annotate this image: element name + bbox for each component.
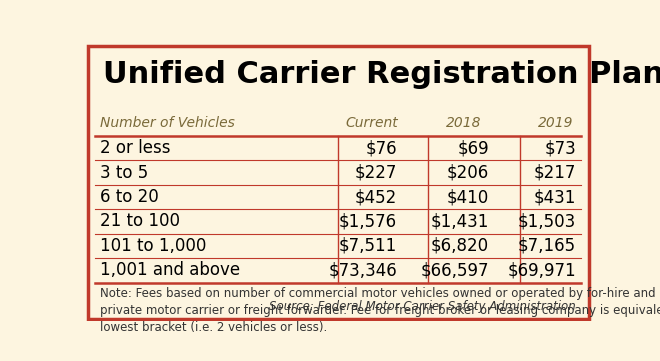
Text: 6 to 20: 6 to 20: [100, 188, 159, 206]
Text: $66,597: $66,597: [420, 261, 489, 279]
Text: $76: $76: [366, 139, 397, 157]
Text: 2 or less: 2 or less: [100, 139, 171, 157]
Text: $431: $431: [534, 188, 576, 206]
Text: $227: $227: [354, 164, 397, 182]
Text: $69,971: $69,971: [508, 261, 576, 279]
Text: $410: $410: [447, 188, 489, 206]
Text: $73: $73: [544, 139, 576, 157]
Text: Current: Current: [345, 116, 398, 130]
Text: $1,431: $1,431: [431, 213, 489, 231]
Text: $452: $452: [355, 188, 397, 206]
Text: $69: $69: [457, 139, 489, 157]
Text: Source: Federal Motor Carrier Safety Administration: Source: Federal Motor Carrier Safety Adm…: [269, 300, 576, 313]
Text: Number of Vehicles: Number of Vehicles: [100, 116, 235, 130]
Text: $1,576: $1,576: [339, 213, 397, 231]
Text: 1,001 and above: 1,001 and above: [100, 261, 240, 279]
Text: Note: Fees based on number of commercial motor vehicles owned or operated by for: Note: Fees based on number of commercial…: [100, 287, 660, 334]
Text: 101 to 1,000: 101 to 1,000: [100, 237, 207, 255]
Text: $73,346: $73,346: [328, 261, 397, 279]
Text: $6,820: $6,820: [431, 237, 489, 255]
Text: 3 to 5: 3 to 5: [100, 164, 148, 182]
Text: 2019: 2019: [538, 116, 574, 130]
Text: $7,511: $7,511: [339, 237, 397, 255]
Text: Unified Carrier Registration Plan Fees: Unified Carrier Registration Plan Fees: [103, 60, 660, 89]
FancyBboxPatch shape: [88, 46, 589, 318]
Text: 2018: 2018: [446, 116, 481, 130]
Text: $7,165: $7,165: [518, 237, 576, 255]
Text: 21 to 100: 21 to 100: [100, 213, 180, 231]
Text: $217: $217: [534, 164, 576, 182]
Text: $1,503: $1,503: [518, 213, 576, 231]
Text: $206: $206: [447, 164, 489, 182]
